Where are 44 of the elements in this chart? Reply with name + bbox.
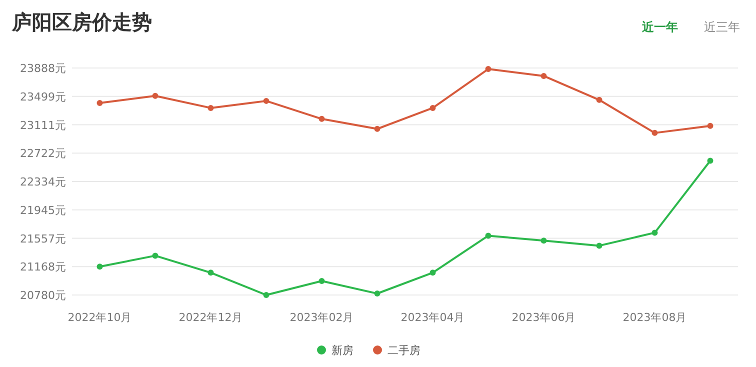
y-tick-label: 20780元: [20, 289, 66, 302]
point: [596, 242, 602, 249]
point: [208, 270, 214, 276]
point: [96, 264, 103, 270]
point: [707, 122, 714, 129]
x-tick-label: 2023年02月: [290, 311, 354, 324]
y-tick-label: 23499元: [20, 90, 66, 104]
y-tick-label: 21557元: [20, 232, 66, 246]
x-tick-label: 2022年10月: [68, 311, 132, 324]
y-tick-label: 21945元: [20, 204, 66, 217]
x-tick-label: 2022年12月: [178, 311, 243, 324]
point: [374, 126, 380, 132]
point: [652, 230, 658, 236]
text: 近一年: [641, 20, 678, 34]
point: [707, 158, 714, 164]
point: [152, 252, 158, 259]
point: [318, 278, 325, 284]
x-tick-label: 2023年04月: [400, 311, 465, 324]
point: [485, 66, 492, 72]
legend-label: 新房: [332, 344, 354, 357]
point: [485, 232, 492, 239]
point: [596, 96, 602, 103]
point: [263, 292, 270, 298]
point: [430, 104, 436, 111]
point: [374, 290, 380, 297]
chart-title: 庐阳区房价走势: [11, 10, 152, 34]
y-tick-label: 23111元: [20, 118, 66, 132]
point: [540, 238, 547, 244]
point: [208, 104, 214, 111]
point: [652, 130, 658, 136]
point: [96, 100, 103, 106]
point: [263, 98, 270, 104]
y-tick-label: 22722元: [20, 147, 66, 160]
point: [318, 116, 325, 122]
y-tick-label: 21168元: [20, 260, 66, 274]
x-tick-label: 2023年06月: [512, 311, 576, 324]
text: 近三年: [704, 20, 740, 34]
point: [540, 72, 547, 79]
point: [152, 92, 158, 99]
point: [430, 270, 436, 276]
y-tick-label: 23888元: [20, 62, 66, 75]
y-tick-label: 22334元: [20, 176, 66, 188]
x-tick-label: 2023年08月: [622, 311, 687, 324]
legend-label: 二手房: [388, 344, 420, 357]
